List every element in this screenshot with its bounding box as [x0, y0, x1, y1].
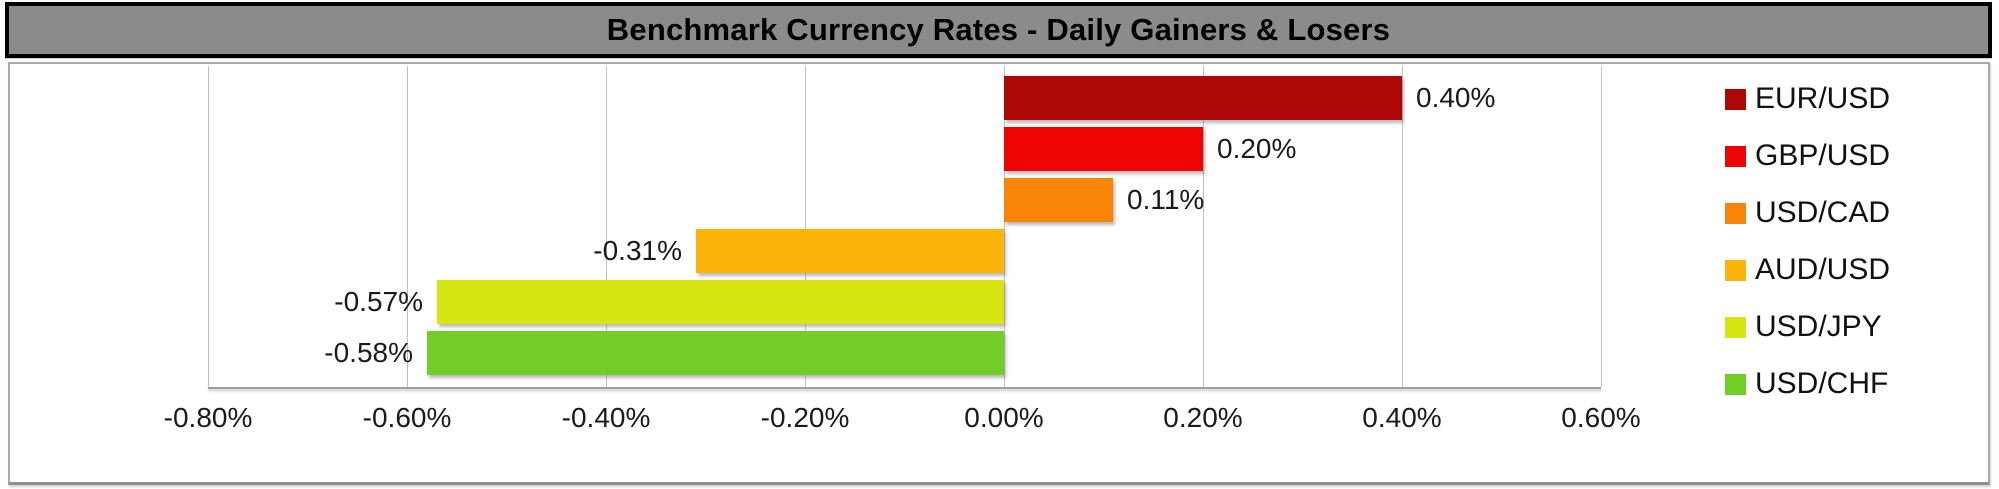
bar-aud-usd — [696, 229, 1004, 273]
x-axis-tick-label: -0.80% — [163, 402, 253, 433]
legend-swatch-icon — [1725, 373, 1746, 395]
bar-value-label: 0.40% — [1416, 82, 1496, 113]
legend-swatch-icon — [1725, 88, 1746, 110]
bar-gbp-usd — [1004, 127, 1203, 171]
x-axis-tick-label: 0.60% — [1561, 402, 1641, 433]
legend-item-usd-cad: USD/CAD — [1725, 194, 1890, 232]
legend-swatch-icon — [1725, 259, 1746, 281]
x-axis-tick-label: -0.20% — [760, 402, 850, 433]
x-axis-tick-label: -0.60% — [362, 402, 452, 433]
chart-title-bar: Benchmark Currency Rates - Daily Gainers… — [5, 2, 1992, 58]
x-axis-line — [208, 387, 1601, 389]
gridline — [1203, 66, 1204, 387]
legend-label: EUR/USD — [1755, 82, 1891, 115]
legend-swatch-icon — [1725, 202, 1746, 224]
bar-value-label: -0.57% — [334, 286, 423, 317]
bar-usd-chf — [427, 331, 1004, 375]
gridline — [1601, 66, 1602, 387]
chart-area: 0.40% 0.20% 0.11% -0.31% -0.57% -0.58% EUR/US… — [8, 62, 1990, 485]
legend-item-eur-usd: EUR/USD — [1725, 80, 1890, 118]
legend-label: USD/JPY — [1755, 310, 1882, 343]
gridline — [1004, 66, 1005, 387]
bar-eur-usd — [1004, 76, 1402, 120]
legend-swatch-icon — [1725, 316, 1746, 338]
bar-value-label: -0.31% — [593, 235, 682, 266]
x-axis-tick-label: 0.40% — [1362, 402, 1442, 433]
legend-label: GBP/USD — [1755, 139, 1891, 172]
chart-title: Benchmark Currency Rates - Daily Gainers… — [606, 12, 1391, 47]
bar-value-label: 0.20% — [1217, 133, 1297, 164]
legend-item-aud-usd: AUD/USD — [1725, 251, 1890, 289]
gridline — [208, 66, 209, 387]
gridline — [1402, 66, 1403, 387]
legend-label: USD/CAD — [1755, 196, 1891, 229]
x-axis-tick-label: -0.40% — [561, 402, 651, 433]
legend-label: USD/CHF — [1755, 367, 1889, 400]
bar-usd-jpy — [437, 280, 1004, 324]
legend-item-gbp-usd: GBP/USD — [1725, 137, 1890, 175]
gridline — [805, 66, 806, 387]
legend-item-usd-chf: USD/CHF — [1725, 365, 1888, 403]
plot-area: 0.40% 0.20% 0.11% -0.31% -0.57% -0.58% — [208, 66, 1602, 389]
legend-swatch-icon — [1725, 145, 1746, 167]
bar-value-label: 0.11% — [1127, 184, 1205, 215]
bar-usd-cad — [1004, 178, 1113, 222]
gridline — [606, 66, 607, 387]
x-axis-tick-label: 0.20% — [1163, 402, 1243, 433]
legend-item-usd-jpy: USD/JPY — [1725, 308, 1882, 346]
legend-label: AUD/USD — [1755, 253, 1891, 286]
bar-value-label: -0.58% — [324, 337, 413, 368]
x-axis-tick-label: 0.00% — [964, 402, 1044, 433]
gridline — [407, 66, 408, 387]
